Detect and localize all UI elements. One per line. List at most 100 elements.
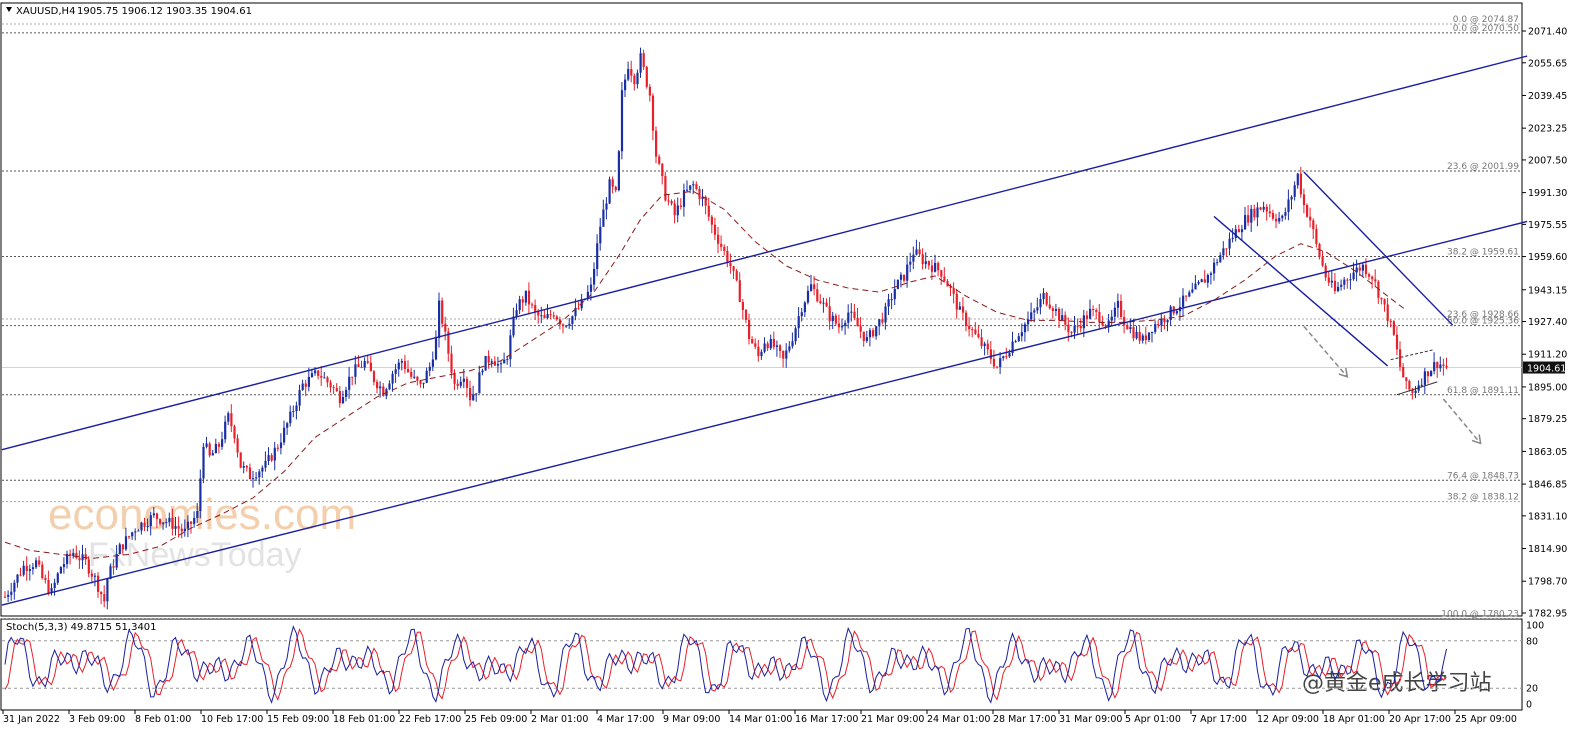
candle-body bbox=[593, 268, 596, 285]
candle-body bbox=[379, 386, 382, 389]
candle-body bbox=[50, 588, 53, 594]
candle-body bbox=[1296, 173, 1299, 186]
candle-body bbox=[1445, 365, 1448, 368]
candle-body bbox=[903, 274, 906, 281]
candle-body bbox=[134, 531, 137, 533]
candle-body bbox=[717, 234, 720, 244]
candle-body bbox=[847, 312, 850, 323]
candle-body bbox=[450, 353, 453, 373]
candle-body bbox=[1327, 277, 1330, 283]
dropdown-icon[interactable] bbox=[6, 7, 12, 12]
candle-body bbox=[633, 75, 636, 85]
candle-body bbox=[190, 521, 193, 524]
candle-body bbox=[1185, 295, 1188, 297]
candle-body bbox=[509, 335, 512, 360]
candle-body bbox=[927, 261, 930, 266]
price-tick-label: 1943.15 bbox=[1528, 285, 1567, 296]
candle-body bbox=[407, 369, 410, 372]
candle-body bbox=[1395, 334, 1399, 350]
candle-body bbox=[1095, 309, 1098, 312]
candle-body bbox=[431, 359, 434, 367]
candle-body bbox=[35, 560, 38, 568]
candle-body bbox=[1191, 289, 1194, 293]
candle-body bbox=[698, 189, 701, 199]
candle-body bbox=[391, 373, 394, 384]
candle-body bbox=[713, 224, 717, 235]
candle-body bbox=[165, 522, 168, 524]
candle-body bbox=[639, 53, 642, 73]
symbol-label: XAUUSD,H4 bbox=[16, 6, 75, 17]
candle-body bbox=[1011, 341, 1014, 354]
candle-body bbox=[93, 575, 97, 577]
candle-body bbox=[909, 261, 912, 265]
candle-body bbox=[1377, 281, 1380, 298]
candle-body bbox=[726, 250, 729, 264]
candle-body bbox=[630, 68, 633, 76]
lines-layer: 0.0 @ 2074.870.0 @ 2070.50 23.6 @ 2001.99… bbox=[2, 15, 1522, 619]
candle-body bbox=[930, 265, 934, 272]
candle-body bbox=[760, 351, 763, 357]
candle-body bbox=[357, 364, 360, 367]
fib-level-label: 61.8 @ 1891.11 bbox=[1447, 386, 1519, 396]
candle-body bbox=[112, 566, 115, 568]
candle-body bbox=[856, 317, 859, 327]
candle-body bbox=[645, 66, 648, 87]
candle-body bbox=[1008, 353, 1011, 357]
candle-body bbox=[1079, 325, 1082, 329]
candle-body bbox=[673, 203, 676, 216]
candle-body bbox=[782, 350, 785, 359]
candle-body bbox=[87, 559, 90, 574]
candle-body bbox=[1423, 371, 1426, 385]
candle-body bbox=[1213, 262, 1216, 274]
trend-channel-line bbox=[1, 220, 1528, 606]
candle-body bbox=[989, 349, 992, 359]
candle-body bbox=[1436, 362, 1439, 369]
candle-body bbox=[565, 325, 568, 327]
candle-body bbox=[459, 381, 462, 386]
candle-body bbox=[1064, 315, 1067, 325]
candle-body bbox=[400, 361, 403, 363]
candle-body bbox=[1175, 311, 1178, 314]
candle-body bbox=[893, 288, 896, 300]
candle-body bbox=[1333, 280, 1337, 292]
candle-body bbox=[500, 363, 503, 365]
candle-body bbox=[884, 306, 887, 323]
candle-body bbox=[534, 305, 537, 312]
candle-body bbox=[878, 319, 881, 327]
candle-body bbox=[1349, 279, 1352, 281]
current-price-value: 1904.61 bbox=[1527, 364, 1566, 375]
candle-body bbox=[1340, 284, 1343, 287]
time-tick-label: 18 Apr 01:00 bbox=[1323, 714, 1385, 725]
candle-body bbox=[283, 427, 286, 443]
candle-body bbox=[425, 370, 428, 383]
candle-body bbox=[487, 355, 490, 363]
candle-body bbox=[261, 467, 264, 472]
projection-arrowhead bbox=[1338, 367, 1349, 378]
candle-body bbox=[1383, 299, 1386, 305]
candle-body bbox=[1070, 332, 1073, 334]
candle-body bbox=[171, 517, 174, 529]
candle-body bbox=[1228, 238, 1231, 249]
price-tick-label: 1798.70 bbox=[1528, 577, 1567, 588]
candle-body bbox=[667, 200, 670, 202]
candle-body bbox=[348, 376, 351, 390]
candle-body bbox=[44, 578, 47, 581]
candle-body bbox=[447, 331, 450, 354]
candle-body bbox=[772, 338, 775, 347]
candle-body bbox=[521, 299, 524, 303]
candle-body bbox=[732, 266, 735, 271]
candle-body bbox=[788, 346, 791, 351]
candle-body bbox=[1129, 327, 1132, 330]
candle-body bbox=[651, 95, 655, 131]
candle-body bbox=[320, 375, 323, 378]
candle-body bbox=[1116, 300, 1120, 308]
candle-body bbox=[1386, 304, 1389, 321]
candle-body bbox=[1104, 325, 1107, 327]
candle-body bbox=[1346, 279, 1349, 281]
candle-body bbox=[366, 361, 369, 363]
candle-body bbox=[242, 466, 245, 468]
price-tick-label: 1911.20 bbox=[1528, 350, 1567, 361]
candle-body bbox=[103, 594, 106, 602]
candle-body bbox=[255, 477, 258, 479]
candle-body bbox=[1299, 173, 1302, 195]
